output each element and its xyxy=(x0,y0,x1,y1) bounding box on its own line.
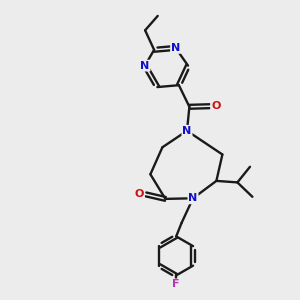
Text: N: N xyxy=(140,61,150,70)
Text: N: N xyxy=(182,126,192,136)
Text: F: F xyxy=(172,279,180,290)
Text: N: N xyxy=(171,43,180,53)
Text: N: N xyxy=(188,193,198,203)
Text: O: O xyxy=(211,101,220,111)
Text: O: O xyxy=(135,189,144,200)
